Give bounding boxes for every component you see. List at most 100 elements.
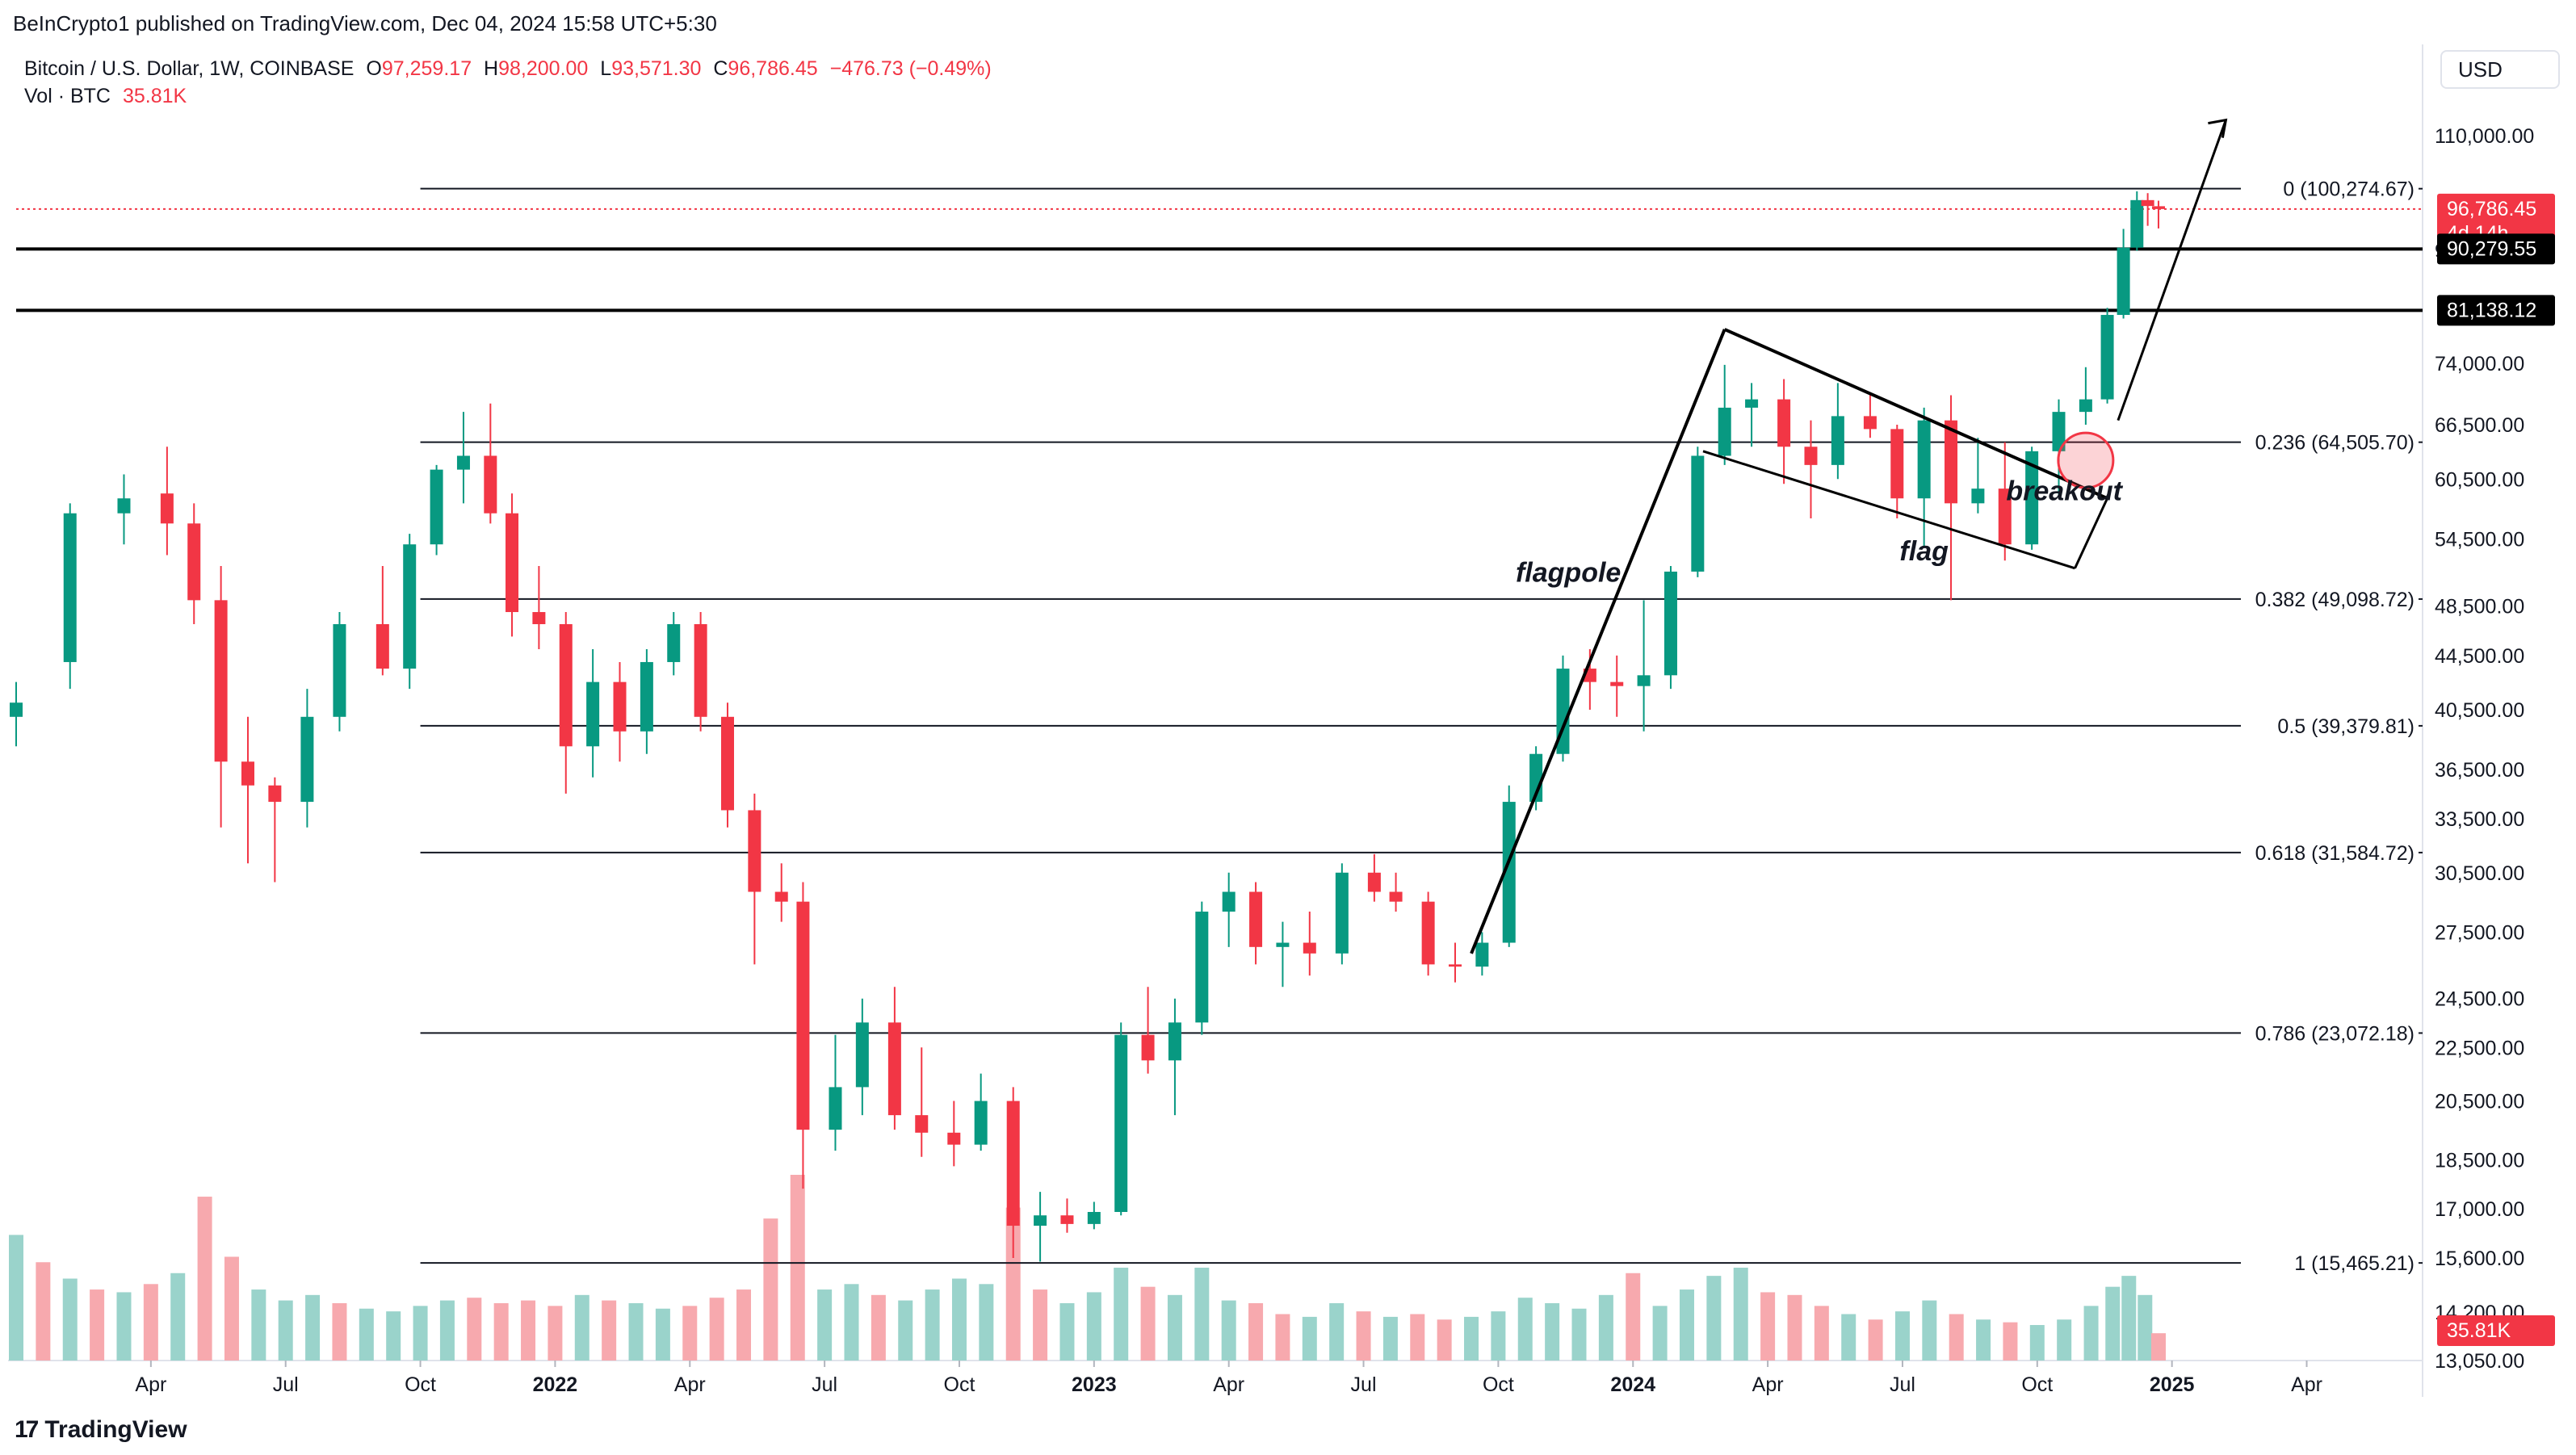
price-tick-label: 54,500.00 [2435, 529, 2524, 551]
time-tick-label: Apr [674, 1373, 706, 1396]
price-tick-label: 24,500.00 [2435, 988, 2524, 1011]
candle-body [1917, 420, 1931, 499]
volume-bar [1410, 1314, 1425, 1361]
price-tick-label: 30,500.00 [2435, 862, 2524, 885]
price-tick-label: 13,050.00 [2435, 1350, 2524, 1373]
volume-bar [1033, 1289, 1048, 1361]
volume-label[interactable]: Vol · BTC [24, 85, 111, 107]
volume-bar [1464, 1316, 1479, 1361]
fib-level-label: 0.618 (31,584.72) [2255, 842, 2414, 865]
flag-cap-line [2074, 497, 2108, 569]
price-change: −476.73 (−0.49%) [829, 57, 992, 80]
candle-body [268, 785, 282, 803]
volume-bar [197, 1197, 212, 1361]
volume-bar [9, 1235, 23, 1361]
volume-bar [1167, 1294, 1182, 1361]
volume-bar [2150, 1333, 2166, 1361]
annotation-flag: flag [1899, 536, 1949, 567]
tradingview-logo-icon: 17 [15, 1416, 39, 1443]
breakout-circle [2057, 431, 2115, 489]
candle-body [1831, 416, 1844, 465]
price-tick-label: 20,500.00 [2435, 1091, 2524, 1113]
volume-bar [1814, 1306, 1829, 1361]
volume-bar [2057, 1319, 2072, 1361]
volume-bar [871, 1294, 886, 1361]
volume-bar [2029, 1325, 2045, 1361]
trend-arrow-line [2117, 120, 2227, 421]
candle-body [1777, 399, 1791, 447]
candle-body [63, 513, 77, 662]
candle-body [1804, 447, 1818, 465]
volume-bar [1086, 1292, 1101, 1361]
candle-body [1421, 901, 1435, 965]
price-tick-label: 66,500.00 [2435, 414, 2524, 437]
candle-body [855, 1022, 869, 1088]
candle-body [640, 661, 653, 732]
volume-bar [951, 1278, 967, 1361]
symbol-row: Bitcoin / U.S. Dollar, 1W, COINBASE O97,… [24, 55, 992, 82]
candle-body [1303, 942, 1316, 954]
currency-button[interactable]: USD [2440, 50, 2560, 89]
fib-level-label: 0.5 (39,379.81) [2277, 715, 2414, 738]
candle-body [2130, 199, 2144, 248]
candle-body [1449, 964, 1462, 967]
price-tick-label: 36,500.00 [2435, 759, 2524, 782]
volume-bar [763, 1218, 778, 1361]
volume-bar [1275, 1314, 1290, 1361]
volume-bar [493, 1302, 509, 1361]
candle-body [333, 624, 346, 717]
candle-body [974, 1101, 988, 1145]
candle-body [1249, 891, 1263, 947]
time-tick-label: Jul [812, 1373, 837, 1396]
candle-body [1663, 571, 1677, 676]
time-tick-label: Jul [1890, 1373, 1915, 1396]
volume-bar [1517, 1298, 1533, 1361]
flagpole-line [1470, 329, 1726, 954]
candle-body [300, 716, 314, 803]
time-tick-label: Apr [1213, 1373, 1244, 1396]
price-tick-label: 40,500.00 [2435, 699, 2524, 722]
candle-body [1475, 942, 1489, 967]
last-price-tag-text: 96,786.45 [2447, 198, 2536, 220]
volume-bar [2083, 1306, 2099, 1361]
support-price-tag-text: 90,279.55 [2447, 237, 2536, 260]
volume-bar [2138, 1294, 2153, 1361]
volume-bar [682, 1306, 698, 1361]
open-label: O [366, 57, 382, 80]
volume-bar [628, 1302, 644, 1361]
candle-body [1610, 681, 1624, 686]
volume-bar [1787, 1294, 1802, 1361]
support-price-tag-bg [2437, 295, 2555, 326]
low-label: L [600, 57, 612, 80]
volume-bar [170, 1273, 186, 1361]
symbol-name[interactable]: Bitcoin / U.S. Dollar, 1W, COINBASE [24, 57, 355, 80]
volume-bar [439, 1300, 455, 1361]
volume-bar [1626, 1273, 1641, 1361]
tradingview-logo[interactable]: 17 TradingView [15, 1416, 187, 1444]
volume-tag-text: 35.81K [2447, 1319, 2511, 1342]
volume-bar [1545, 1302, 1560, 1361]
volume-bar [521, 1300, 536, 1361]
time-tick-label: Apr [2291, 1373, 2322, 1396]
volume-bar [251, 1289, 266, 1361]
price-tick-label: 22,500.00 [2435, 1037, 2524, 1059]
volume-bar [844, 1284, 859, 1361]
price-tick-label: 33,500.00 [2435, 808, 2524, 831]
time-tick-label: Jul [273, 1373, 299, 1396]
volume-bar [1894, 1311, 1910, 1361]
volume-bar [548, 1306, 563, 1361]
time-tick-label: Oct [405, 1373, 436, 1396]
volume-bar [116, 1292, 132, 1361]
candle-body [586, 681, 600, 747]
volume-bar [1437, 1319, 1452, 1361]
candle-body [160, 493, 174, 524]
volume-bar [1114, 1268, 1129, 1361]
candle-body [829, 1087, 842, 1130]
volume-bar [1760, 1292, 1776, 1361]
candle-body [214, 600, 228, 762]
trend-arrow-icon [2208, 118, 2228, 138]
candle-body [559, 624, 573, 747]
volume-bar [1706, 1276, 1722, 1361]
candle-body [1335, 872, 1349, 954]
